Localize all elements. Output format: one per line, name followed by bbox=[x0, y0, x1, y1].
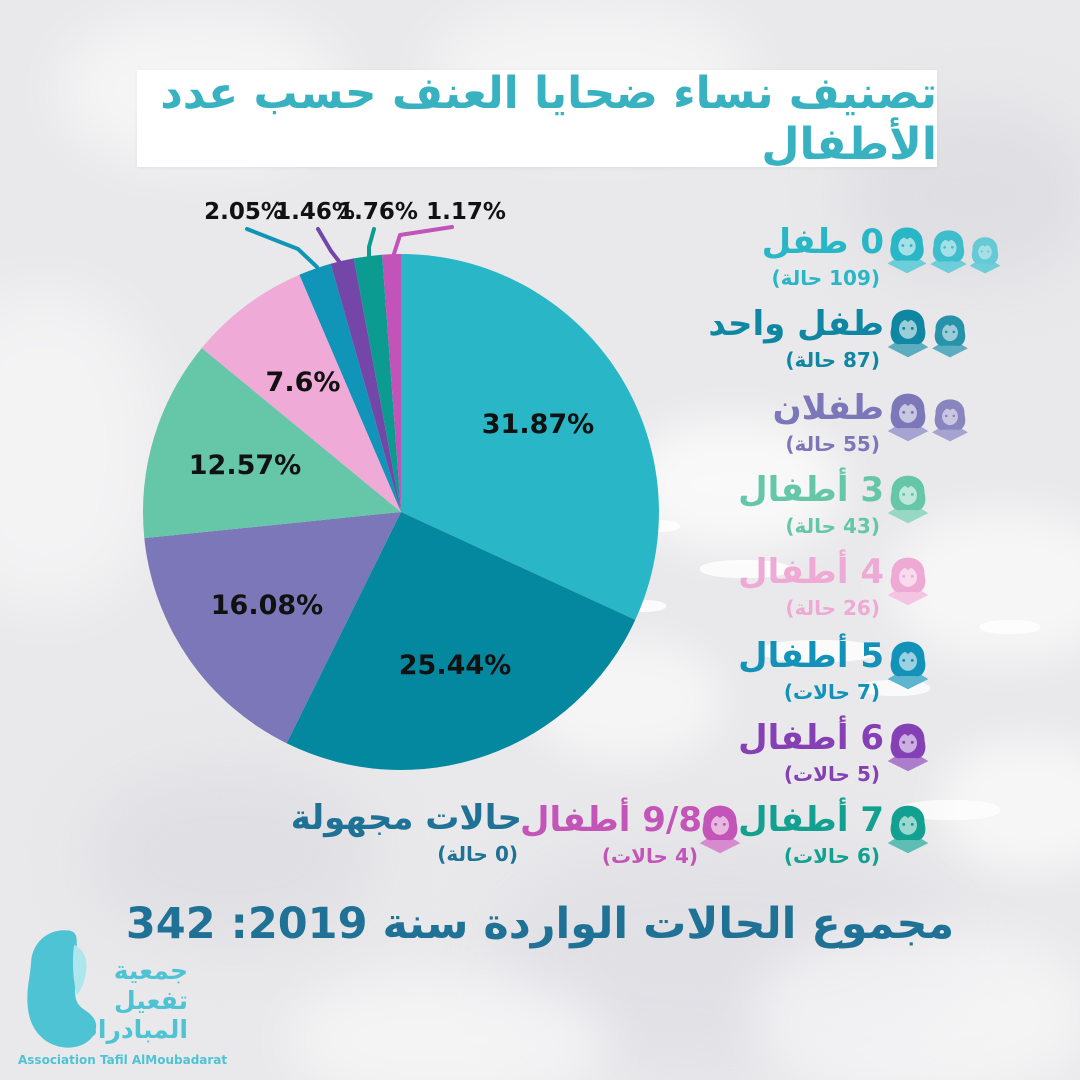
legend-item-8: 9/8 أطفال (4 حالات) bbox=[520, 801, 760, 882]
woman-icon bbox=[887, 805, 929, 854]
legend-label: 0 طفل bbox=[761, 222, 884, 262]
woman-icon bbox=[887, 309, 929, 358]
legend-count: (0 حالة) bbox=[437, 842, 518, 866]
pie-slice-7 bbox=[353, 254, 401, 512]
legend-count: (87 حالة) bbox=[785, 348, 880, 372]
legend-count: (26 حالة) bbox=[785, 596, 880, 620]
legend-count: (7 حالات) bbox=[783, 680, 880, 704]
legend-label: 9/8 أطفال bbox=[520, 800, 702, 840]
pie-slice-0 bbox=[401, 254, 659, 620]
legend-label: 6 أطفال bbox=[738, 718, 884, 758]
legend-item-9: حالات مجهولة (0 حالة) bbox=[291, 799, 528, 880]
logo-arabic-text: جمعية تفعيل المبادرات bbox=[73, 956, 188, 1045]
legend-count: (43 حالة) bbox=[785, 514, 880, 538]
slice-label: 16.08% bbox=[211, 590, 323, 621]
total-cases-text: مجموع الحالات الواردة سنة 2019: 342 bbox=[125, 899, 955, 949]
legend-icons bbox=[887, 226, 1004, 274]
logo-english-text: Association Tafil AlMoubadarat bbox=[18, 1053, 228, 1067]
woman-icon bbox=[932, 399, 968, 442]
legend-label: 3 أطفال bbox=[738, 470, 884, 510]
slice-label: 31.87% bbox=[482, 409, 594, 440]
legend-label: طفلان bbox=[772, 388, 884, 428]
woman-icon bbox=[887, 393, 929, 442]
legend-label: طفل واحد bbox=[708, 304, 884, 344]
page-title: تصنيف نساء ضحايا العنف حسب عدد الأطفال bbox=[160, 67, 937, 170]
woman-icon bbox=[887, 227, 927, 274]
woman-icon bbox=[887, 475, 929, 524]
woman-icon bbox=[969, 237, 1001, 274]
pie-slice-4 bbox=[201, 274, 401, 512]
legend-icons bbox=[887, 474, 933, 524]
woman-icon bbox=[930, 230, 967, 274]
legend-count: (6 حالات) bbox=[783, 844, 880, 868]
legend-icons bbox=[887, 804, 933, 854]
pie-slice-2 bbox=[144, 512, 402, 744]
title-box: تصنيف نساء ضحايا العنف حسب عدد الأطفال bbox=[137, 67, 937, 170]
slice-label: 1.46% bbox=[275, 199, 355, 225]
logo-arabic-line: تفعيل bbox=[113, 985, 188, 1015]
legend-icons bbox=[887, 308, 972, 358]
woman-icon bbox=[699, 805, 741, 854]
legend-icons bbox=[699, 804, 745, 854]
legend-label: 7 أطفال bbox=[738, 800, 884, 840]
legend-label: حالات مجهولة bbox=[290, 798, 522, 838]
logo-arabic-line: المبادرات bbox=[72, 1015, 188, 1044]
legend-item-7: 7 أطفال (6 حالات) bbox=[700, 800, 1010, 882]
pie-slice-5 bbox=[299, 263, 401, 512]
woman-icon bbox=[887, 557, 929, 606]
pie-slice-6 bbox=[330, 258, 401, 512]
label-leader-line bbox=[391, 225, 454, 259]
org-logo: جمعية تفعيل المبادرات Association Tafil … bbox=[18, 920, 228, 1075]
legend-count: (5 حالات) bbox=[783, 762, 880, 786]
slice-label: 1.76% bbox=[338, 199, 418, 225]
legend-label: 5 أطفال bbox=[738, 636, 884, 676]
logo-woman-icon bbox=[27, 930, 97, 1048]
legend-count: (109 حالة) bbox=[771, 266, 880, 290]
slice-label: 2.05% bbox=[204, 199, 284, 225]
label-leader-line bbox=[245, 227, 319, 269]
legend-item-2: طفلان (55 حالة) bbox=[700, 388, 1010, 470]
woman-icon bbox=[932, 315, 968, 358]
logo-arabic-line: جمعية bbox=[113, 956, 188, 985]
legend-item-6: 6 أطفال (5 حالات) bbox=[700, 718, 1010, 800]
pie-slice-3 bbox=[142, 348, 401, 539]
pie-slice-1 bbox=[286, 512, 636, 771]
legend-item-5: 5 أطفال (7 حالات) bbox=[700, 636, 1010, 718]
slice-label: 12.57% bbox=[189, 450, 301, 481]
label-leader-line bbox=[367, 227, 376, 260]
woman-icon bbox=[887, 723, 929, 772]
legend-icons bbox=[887, 722, 933, 772]
slice-label: 1.17% bbox=[426, 199, 506, 225]
slice-label: 25.44% bbox=[399, 650, 511, 681]
legend-item-1: طفل واحد (87 حالة) bbox=[700, 304, 1010, 386]
legend-item-0: 0 طفل (109 حالة) bbox=[700, 222, 1010, 304]
legend-count: (4 حالات) bbox=[601, 844, 698, 868]
slice-label: 7.6% bbox=[266, 367, 341, 398]
woman-icon bbox=[887, 641, 929, 690]
label-leader-line bbox=[316, 227, 343, 266]
legend-icons bbox=[887, 640, 933, 690]
pie-slice-8 bbox=[382, 254, 401, 512]
legend-icons bbox=[887, 556, 933, 606]
legend-label: 4 أطفال bbox=[738, 552, 884, 592]
legend-item-4: 4 أطفال (26 حالة) bbox=[700, 552, 1010, 634]
legend-item-3: 3 أطفال (43 حالة) bbox=[700, 470, 1010, 552]
legend-count: (55 حالة) bbox=[785, 432, 880, 456]
legend-icons bbox=[887, 392, 972, 442]
